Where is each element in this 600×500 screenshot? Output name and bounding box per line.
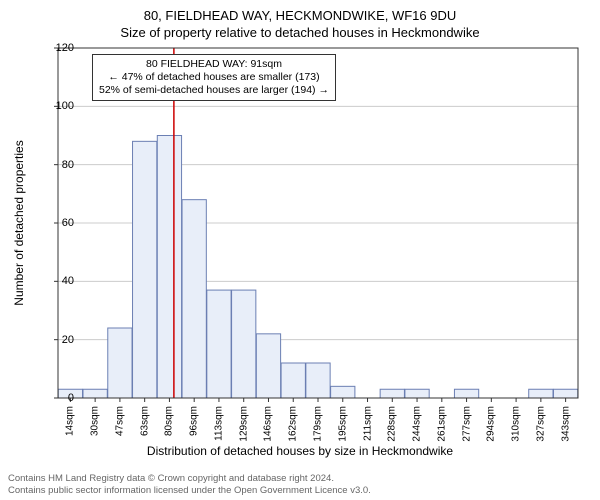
footer-line: Contains HM Land Registry data © Crown c… (8, 473, 371, 484)
annotation-line: 52% of semi-detached houses are larger (… (99, 84, 329, 97)
footer-attribution: Contains HM Land Registry data © Crown c… (8, 473, 371, 496)
histogram-bar (232, 290, 256, 398)
histogram-bar (529, 389, 553, 398)
xtick-label: 146sqm (263, 406, 274, 442)
footer-line: Contains public sector information licen… (8, 485, 371, 496)
x-axis-label: Distribution of detached houses by size … (0, 444, 600, 458)
annotation-line: ← 47% of detached houses are smaller (17… (99, 71, 329, 84)
ytick-label: 80 (44, 159, 74, 171)
histogram-bar (331, 386, 355, 398)
histogram-bar (380, 389, 404, 398)
ytick-label: 60 (44, 217, 74, 229)
ytick-label: 40 (44, 275, 74, 287)
ytick-label: 120 (44, 42, 74, 54)
chart-container: 80, FIELDHEAD WAY, HECKMONDWIKE, WF16 9D… (0, 0, 600, 500)
xtick-label: 96sqm (189, 406, 200, 436)
histogram-bar (405, 389, 429, 398)
histogram-bar (83, 389, 107, 398)
histogram-bar (182, 200, 206, 398)
ytick-label: 0 (44, 392, 74, 404)
histogram-bar (256, 334, 280, 398)
chart-title-main: 80, FIELDHEAD WAY, HECKMONDWIKE, WF16 9D… (0, 0, 600, 23)
xtick-label: 277sqm (461, 406, 472, 442)
histogram-bar (207, 290, 231, 398)
histogram-bar (281, 363, 305, 398)
xtick-label: 129sqm (238, 406, 249, 442)
xtick-label: 228sqm (387, 406, 398, 442)
xtick-label: 244sqm (412, 406, 423, 442)
xtick-label: 343sqm (560, 406, 571, 442)
xtick-label: 327sqm (535, 406, 546, 442)
xtick-label: 179sqm (313, 406, 324, 442)
xtick-label: 30sqm (90, 406, 101, 436)
annotation-line: 80 FIELDHEAD WAY: 91sqm (99, 58, 329, 71)
xtick-label: 80sqm (164, 406, 175, 436)
histogram-bar (454, 389, 478, 398)
xtick-label: 211sqm (362, 406, 373, 441)
xtick-label: 113sqm (213, 406, 224, 441)
xtick-label: 47sqm (114, 406, 125, 436)
xtick-label: 14sqm (65, 406, 76, 436)
annotation-box: 80 FIELDHEAD WAY: 91sqm ← 47% of detache… (92, 54, 336, 101)
histogram-bar (133, 141, 157, 398)
xtick-label: 63sqm (139, 406, 150, 436)
histogram-bar (108, 328, 132, 398)
ytick-label: 100 (44, 100, 74, 112)
xtick-label: 294sqm (486, 406, 497, 442)
histogram-bar (157, 136, 181, 399)
histogram-bar (306, 363, 330, 398)
xtick-label: 261sqm (436, 406, 447, 442)
ytick-label: 20 (44, 334, 74, 346)
xtick-label: 162sqm (288, 406, 299, 442)
chart-title-sub: Size of property relative to detached ho… (0, 23, 600, 40)
histogram-bar (553, 389, 577, 398)
xtick-label: 195sqm (337, 406, 348, 442)
xtick-label: 310sqm (511, 406, 522, 442)
